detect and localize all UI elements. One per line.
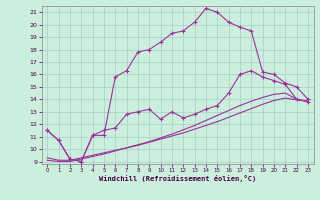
X-axis label: Windchill (Refroidissement éolien,°C): Windchill (Refroidissement éolien,°C) bbox=[99, 175, 256, 182]
